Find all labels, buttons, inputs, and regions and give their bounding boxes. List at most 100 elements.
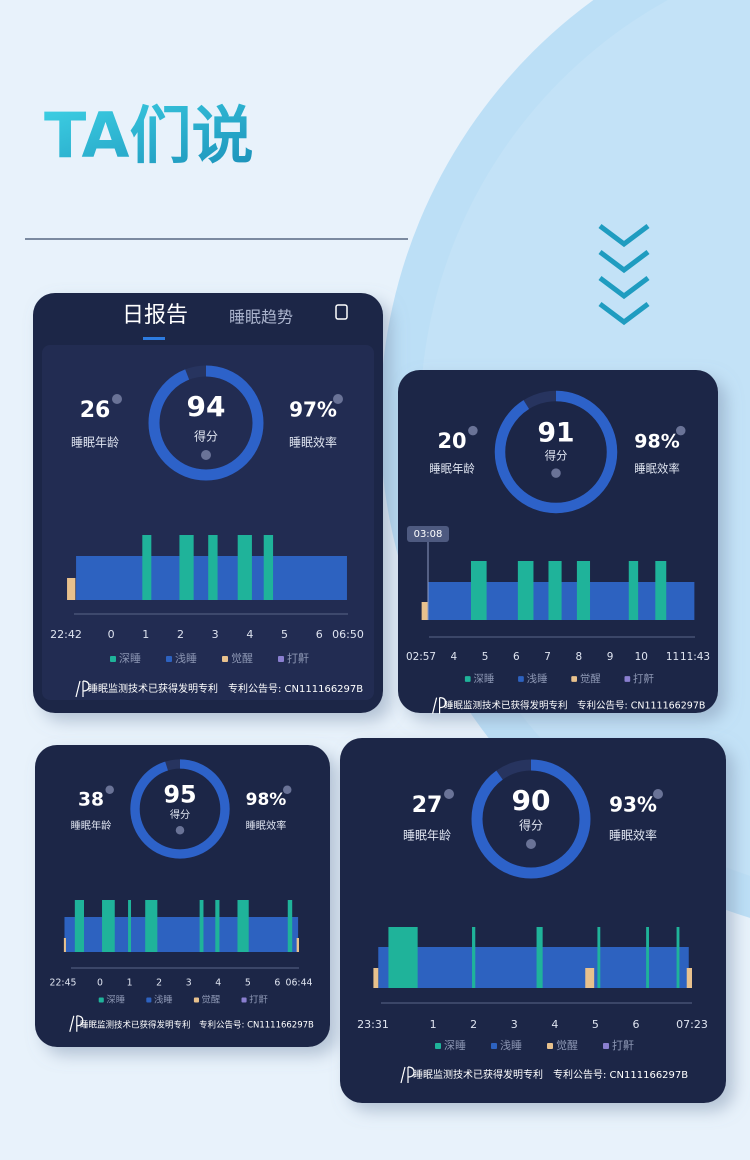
efficiency: 97%: [289, 398, 337, 422]
sleep-segment: [63, 938, 66, 952]
x-tick-label: 6: [316, 628, 323, 641]
info-icon[interactable]: [526, 839, 536, 849]
sleep-segment: [472, 927, 476, 988]
sleep-segment: [215, 900, 220, 952]
info-icon[interactable]: [444, 789, 454, 799]
efficiency-label: 睡眠效率: [289, 435, 337, 450]
sleep-segment: [646, 927, 649, 988]
x-tick-label: 0: [97, 978, 103, 989]
info-icon[interactable]: [283, 785, 292, 795]
x-tick-label: 11:43: [680, 651, 710, 663]
info-icon[interactable]: [551, 468, 561, 478]
sleep-segment: [536, 927, 543, 988]
legend-label: 打鼾: [249, 994, 268, 1006]
x-tick-label: 23:31: [357, 1018, 389, 1031]
info-icon[interactable]: [112, 394, 122, 404]
sleep-segment: [64, 917, 299, 952]
x-tick-label: 3: [186, 978, 192, 989]
patent-number: 专利公告号: CN111166297B: [199, 1020, 314, 1031]
info-icon[interactable]: [201, 450, 211, 460]
sleep-segment: [263, 535, 274, 600]
sleep-segment: [628, 561, 639, 620]
efficiency: 98%: [246, 790, 287, 810]
sleep-segment: [576, 561, 591, 620]
legend-swatch: [603, 1043, 609, 1049]
x-tick-label: 07:23: [676, 1018, 708, 1031]
sleep-age-label: 睡眠年龄: [71, 436, 119, 450]
legend-label: 觉醒: [580, 673, 601, 685]
x-tick-label: 4: [450, 651, 457, 663]
patent-number: 专利公告号: CN111166297B: [228, 682, 363, 695]
info-icon[interactable]: [175, 826, 185, 835]
x-tick-label: 5: [245, 978, 251, 989]
patent-logo: [400, 1066, 415, 1084]
x-tick-label: 22:45: [50, 978, 77, 989]
info-icon[interactable]: [653, 789, 663, 799]
sleep-segment: [548, 561, 562, 620]
x-tick-label: 22:42: [50, 628, 82, 641]
tab-active[interactable]: 日报告: [122, 303, 188, 328]
sleep-segment: [421, 602, 428, 620]
x-tick-label: 6: [632, 1018, 639, 1031]
legend-label: 深睡: [444, 1039, 466, 1052]
x-tick-label: 11: [666, 651, 679, 663]
legend-label: 深睡: [119, 652, 141, 665]
tab[interactable]: 睡眠趋势: [229, 308, 293, 327]
report-card: 日报告 睡眠趋势 26 睡眠年龄 97% 睡眠效率 94 得分 22:42 0 1 2 3 4 5 6 06:5…: [33, 293, 383, 713]
x-tick-label: 2: [156, 978, 162, 989]
score: 91: [537, 418, 574, 449]
legend-label: 打鼾: [633, 672, 654, 685]
info-icon[interactable]: [333, 394, 343, 404]
x-tick-label: 2: [177, 628, 184, 641]
legend-swatch: [435, 1043, 441, 1049]
legend-swatch: [166, 656, 172, 662]
x-tick-label: 4: [551, 1018, 558, 1031]
x-tick-label: 02:57: [406, 651, 436, 663]
efficiency-label: 睡眠效率: [246, 819, 287, 832]
sleep-age: 27: [412, 793, 443, 818]
legend-label: 浅睡: [500, 1039, 522, 1052]
legend-label: 浅睡: [175, 652, 197, 665]
patent-number: 专利公告号: CN111166297B: [553, 1068, 688, 1081]
sleep-segment: [142, 535, 152, 600]
efficiency-label: 睡眠效率: [634, 462, 680, 476]
legend-label: 打鼾: [287, 651, 309, 665]
sleep-age-label: 睡眠年龄: [429, 462, 475, 476]
patent-logo: [432, 697, 447, 714]
sleep-segment: [388, 927, 418, 988]
x-tick-label: 3: [212, 628, 219, 641]
marker-label: 03:08: [414, 529, 443, 540]
x-tick-label: 8: [575, 651, 582, 663]
score-ring: [148, 365, 264, 481]
legend-swatch: [491, 1043, 497, 1049]
patent-logo: [69, 1015, 84, 1032]
sleep-segment: [470, 561, 487, 620]
legend-swatch: [98, 997, 104, 1003]
x-tick-label: 0: [108, 628, 115, 641]
patent-text: 睡眠监测技术已获得发明专利: [80, 1020, 191, 1031]
legend-swatch: [146, 997, 152, 1003]
info-icon[interactable]: [676, 425, 686, 436]
x-tick-label: 9: [607, 651, 614, 663]
legend-label: 深睡: [473, 672, 494, 685]
efficiency-label: 睡眠效率: [609, 828, 657, 843]
report-icon[interactable]: [335, 304, 348, 320]
sleep-segment: [237, 900, 249, 952]
patent-text: 睡眠监测技术已获得发明专利: [413, 1068, 543, 1081]
x-tick-label: 06:44: [286, 978, 313, 989]
info-icon[interactable]: [105, 785, 114, 795]
sleep-segment: [67, 578, 76, 600]
legend-swatch: [241, 997, 247, 1003]
sleep-segment: [199, 900, 204, 952]
x-tick-label: 7: [544, 651, 551, 663]
score: 94: [187, 390, 226, 423]
card: [398, 370, 718, 713]
sleep-segment: [296, 938, 299, 952]
score-ring: [130, 759, 230, 859]
info-icon[interactable]: [468, 425, 478, 436]
legend-label: 觉醒: [231, 652, 253, 665]
sleep-segment: [676, 927, 680, 988]
